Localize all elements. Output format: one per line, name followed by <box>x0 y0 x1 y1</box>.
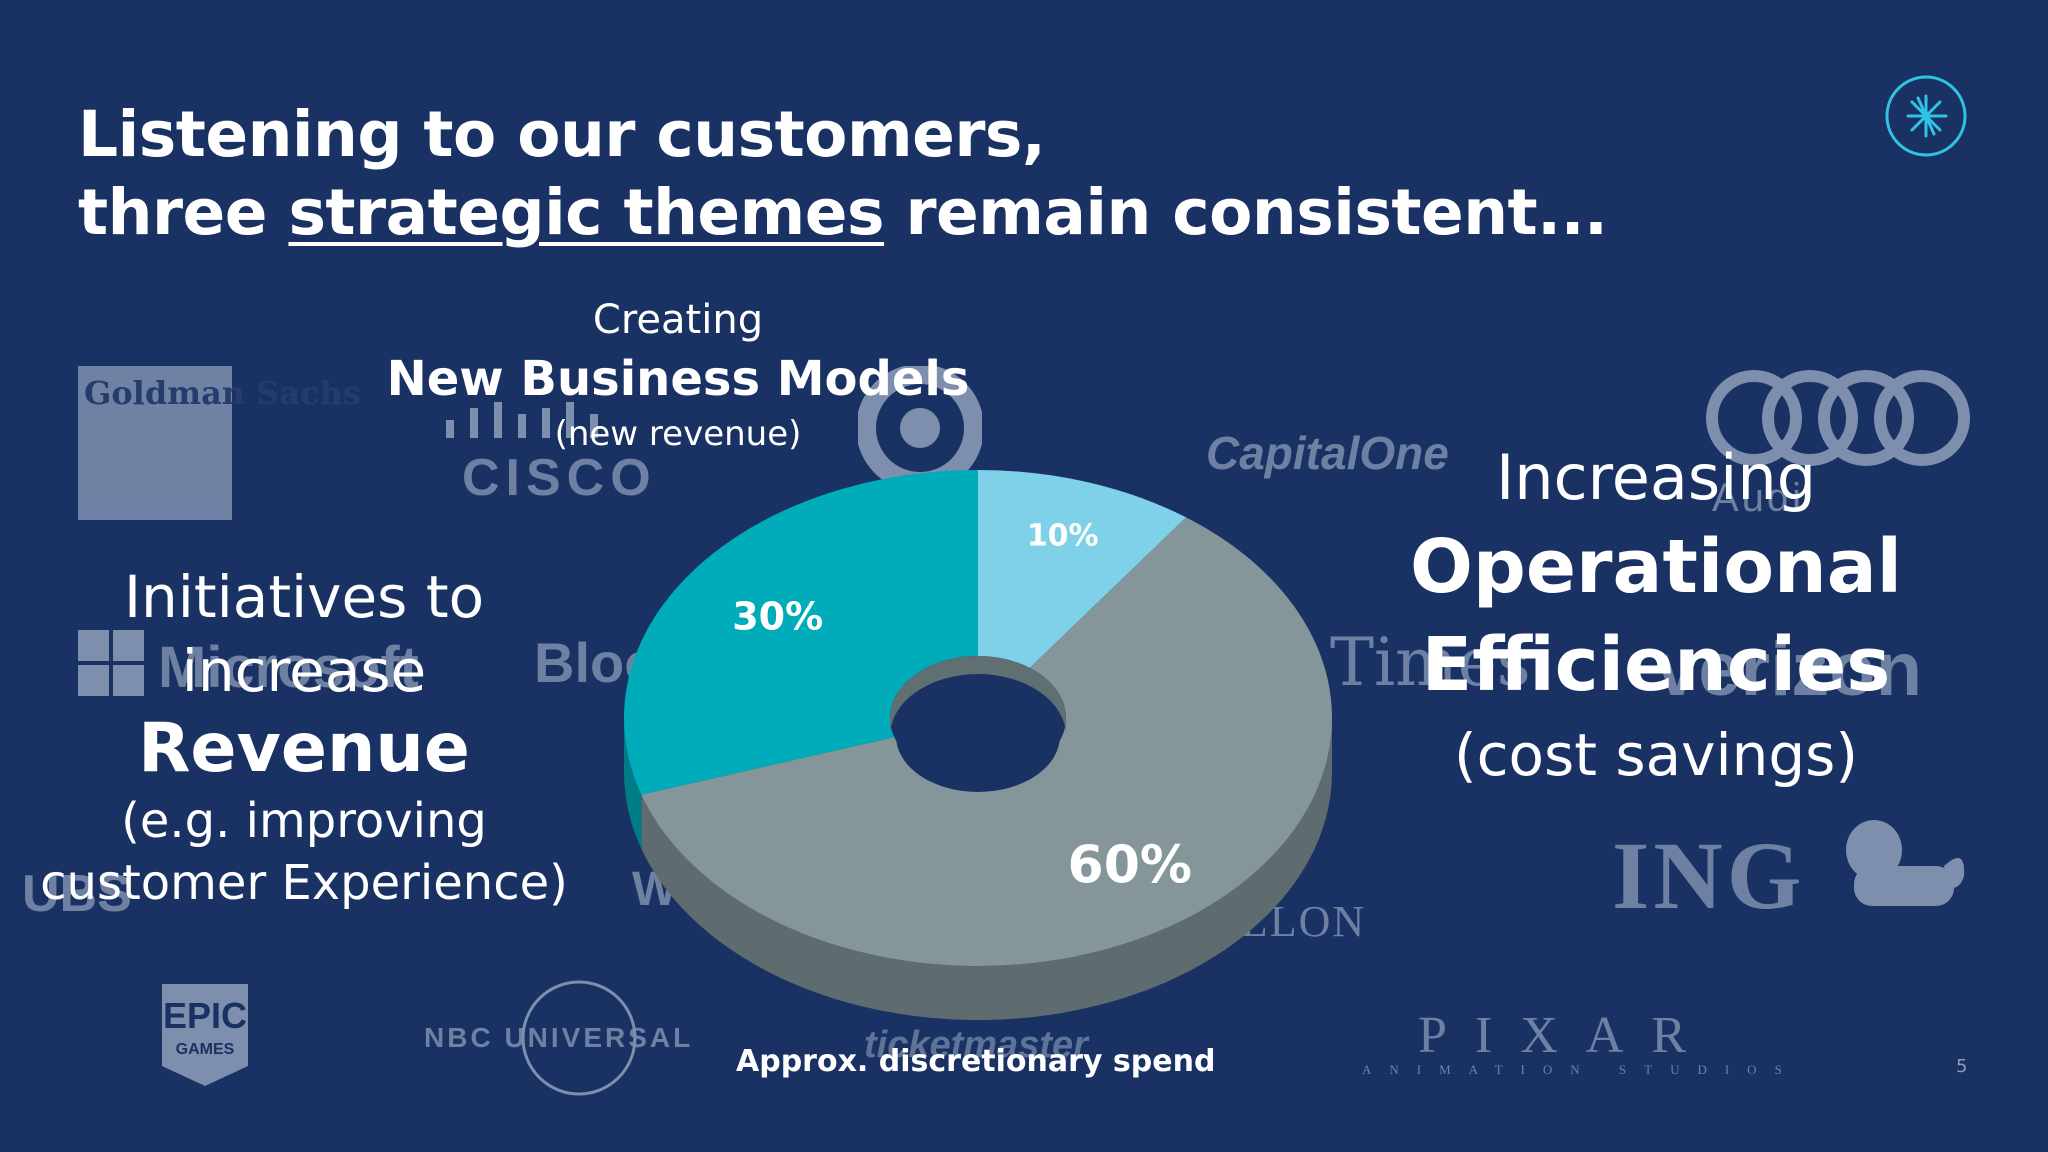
page-number: 5 <box>1956 1056 1968 1077</box>
ing-logo: ING <box>1612 822 1806 929</box>
ubs-logo: UBS <box>22 865 132 923</box>
title-line-2: three strategic themes remain consistent… <box>78 174 1608 252</box>
audi-rings-logo <box>1706 370 1970 466</box>
company-logo-icon <box>1885 75 1967 157</box>
theme-left-sub-1: (e.g. improving <box>121 793 487 849</box>
goldman-sachs-logo: Goldman Sachs <box>78 366 361 520</box>
ing-lion-icon <box>1846 820 1965 906</box>
title-underlined-phrase: strategic themes <box>288 176 885 249</box>
donut-side-walls <box>624 718 1332 1020</box>
theme-left-line-2: increase <box>181 637 427 705</box>
epic-games-logo: EPIC GAMES <box>162 984 248 1086</box>
title-line-2-start: three <box>78 176 289 249</box>
theme-right-line-1: Increasing <box>1495 441 1817 514</box>
audi-logo-text: Audi <box>1712 476 1805 520</box>
donut-hole <box>896 680 1060 792</box>
theme-increase-revenue: Initiatives to increase Revenue (e.g. im… <box>14 560 594 914</box>
svg-text:GAMES: GAMES <box>176 1041 235 1058</box>
slice-label-0: 10% <box>1027 519 1099 554</box>
verizon-logo: verizon <box>1656 627 1923 712</box>
times-logo: Times <box>1330 624 1531 701</box>
theme-right-subtitle: (cost savings) <box>1453 721 1859 789</box>
cisco-logo: CISCO <box>462 449 657 507</box>
nbc-universal-globe-icon <box>521 980 637 1096</box>
nbc-universal-logo: NBC UNIVERSAL <box>424 1022 694 1053</box>
donut-slice-1 <box>641 517 1332 966</box>
ticketmaster-logo: ticketmaster <box>864 1024 1088 1066</box>
pixar-logo: PIXAR <box>1418 1007 1715 1064</box>
donut-hole-wall <box>890 656 1066 736</box>
donut-slice-2 <box>623 470 978 795</box>
donut-slice-0 <box>978 470 1187 668</box>
slice-label-2: 30% <box>732 594 823 638</box>
pixar-logo-subtitle: ANIMATION STUDIOS <box>1362 1062 1800 1077</box>
theme-top-line-1: Creating <box>592 297 764 343</box>
chart-caption: Approx. discretionary spend <box>736 1044 1216 1079</box>
microsoft-squares-icon <box>78 630 144 696</box>
slice-label-1: 60% <box>1068 836 1192 896</box>
donut-side-2 <box>624 718 642 849</box>
cisco-bars-icon <box>446 402 598 438</box>
title-line-1: Listening to our customers, <box>78 98 1046 171</box>
theme-right-heading-2: Efficiencies <box>1421 622 1891 708</box>
theme-top-heading: New Business Models <box>386 351 970 407</box>
title-line-2-end: remain consistent... <box>884 176 1608 249</box>
theme-top-subtitle: (new revenue) <box>554 414 802 454</box>
theme-new-business-models: Creating New Business Models (new revenu… <box>358 292 998 458</box>
theme-left-sub-2: customer Experience) <box>40 855 568 911</box>
donut-side-1 <box>641 718 1332 1020</box>
slide-title: Listening to our customers, three strate… <box>78 96 1608 252</box>
svg-text:EPIC: EPIC <box>163 995 247 1036</box>
theme-operational-efficiencies: Increasing Operational Efficiencies (cos… <box>1326 438 1986 796</box>
theme-left-line-1: Initiatives to <box>123 563 485 631</box>
microsoft-logo: Microsoft <box>158 635 419 700</box>
theme-right-heading-1: Operational <box>1409 524 1903 610</box>
theme-left-heading: Revenue <box>138 709 470 788</box>
capital-one-logo: CapitalOne <box>1206 427 1449 479</box>
